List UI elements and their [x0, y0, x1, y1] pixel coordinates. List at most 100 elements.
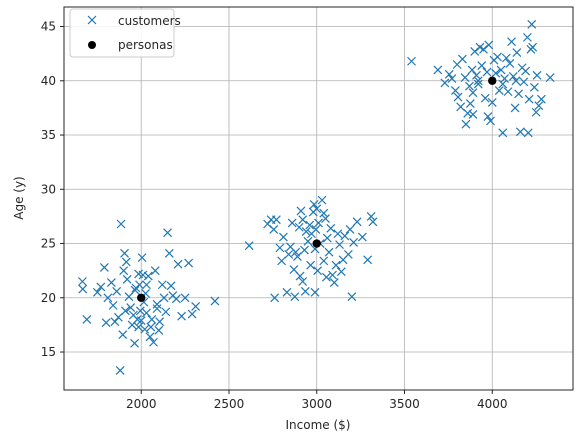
customer-point	[147, 315, 157, 324]
customer-point	[173, 259, 183, 269]
customer-point	[126, 303, 136, 312]
customer-point	[155, 317, 165, 327]
customer-point	[484, 40, 494, 50]
customer-point	[313, 266, 323, 276]
customer-point	[121, 257, 131, 267]
customer-point	[298, 215, 308, 225]
customer-point	[271, 215, 281, 225]
customer-point	[357, 232, 367, 242]
customer-point	[112, 286, 122, 296]
y-tick-label: 40	[41, 74, 56, 88]
customer-point	[101, 318, 111, 328]
legend-label-customers: customers	[118, 14, 181, 28]
y-tick-label: 20	[41, 291, 56, 305]
customer-point	[287, 218, 297, 228]
customer-point	[244, 241, 254, 251]
customer-point	[134, 269, 144, 279]
legend: customers personas	[69, 8, 181, 58]
customer-point	[278, 232, 288, 242]
customer-point	[282, 287, 292, 297]
customer-point	[527, 19, 537, 29]
customer-point	[159, 293, 169, 303]
series-layer	[78, 19, 555, 375]
customer-point	[161, 307, 171, 317]
customer-point	[328, 270, 337, 280]
customer-point	[519, 77, 529, 87]
customer-point	[149, 337, 158, 347]
customer-point	[493, 52, 502, 62]
customer-point	[116, 219, 126, 229]
customer-point	[270, 293, 280, 303]
customer-point	[312, 204, 322, 214]
x-axis-label: Income ($)	[286, 418, 351, 432]
customer-point	[103, 293, 113, 303]
customer-point	[498, 79, 508, 89]
customer-point	[166, 281, 176, 291]
customer-point	[468, 109, 478, 119]
customer-point	[284, 249, 294, 259]
customer-point	[321, 272, 331, 282]
customer-point	[294, 222, 304, 232]
customer-point	[482, 67, 492, 77]
customer-point	[115, 366, 125, 375]
customer-point	[505, 58, 515, 68]
customer-point	[118, 330, 128, 340]
customer-point	[135, 306, 145, 316]
customer-point	[303, 236, 313, 246]
customer-point	[150, 266, 160, 276]
customer-point	[121, 306, 130, 316]
customer-point	[447, 74, 457, 84]
customer-point	[92, 287, 102, 297]
customer-point	[210, 296, 220, 306]
customer-point	[465, 99, 475, 108]
customer-point	[300, 286, 310, 296]
customer-point	[480, 93, 490, 103]
customer-point	[135, 280, 144, 290]
y-tick-label: 35	[41, 128, 56, 142]
customer-point	[528, 42, 538, 52]
customer-point	[498, 128, 508, 138]
x-tick-label: 2500	[214, 397, 245, 411]
customer-point	[82, 315, 92, 324]
customer-point	[119, 266, 129, 276]
customer-point	[311, 224, 321, 234]
customer-point	[142, 280, 151, 290]
customer-point	[309, 200, 319, 209]
customer-point	[152, 304, 162, 314]
y-axis-label: Age (y)	[12, 176, 26, 220]
legend-marker-customers	[87, 15, 97, 25]
customer-point	[433, 65, 443, 75]
customer-point	[461, 119, 471, 129]
y-tick-label: 45	[41, 20, 56, 34]
customer-point	[479, 44, 488, 54]
customer-point	[349, 238, 359, 247]
customer-point	[440, 78, 450, 88]
customer-point	[113, 312, 123, 322]
customer-point	[300, 245, 309, 255]
customer-point	[333, 229, 343, 239]
customer-point	[522, 32, 532, 42]
customer-point	[507, 37, 516, 47]
customer-point	[487, 98, 497, 107]
customer-point	[343, 249, 353, 259]
customer-point	[456, 102, 466, 112]
customer-point	[457, 54, 467, 64]
customer-point	[142, 308, 151, 318]
customer-point	[363, 255, 373, 265]
plot-frame	[63, 6, 574, 391]
customer-point	[324, 247, 334, 257]
customer-point	[486, 116, 495, 126]
x-tick-label: 2000	[126, 397, 157, 411]
customer-point	[301, 227, 311, 237]
customer-point	[368, 217, 378, 227]
customer-point	[523, 128, 533, 138]
customer-point	[536, 94, 546, 104]
customer-point	[444, 69, 454, 79]
customer-point	[468, 88, 478, 98]
customer-point	[137, 253, 147, 263]
customer-point	[450, 86, 460, 95]
customer-point	[515, 127, 525, 137]
customer-point	[508, 72, 518, 81]
